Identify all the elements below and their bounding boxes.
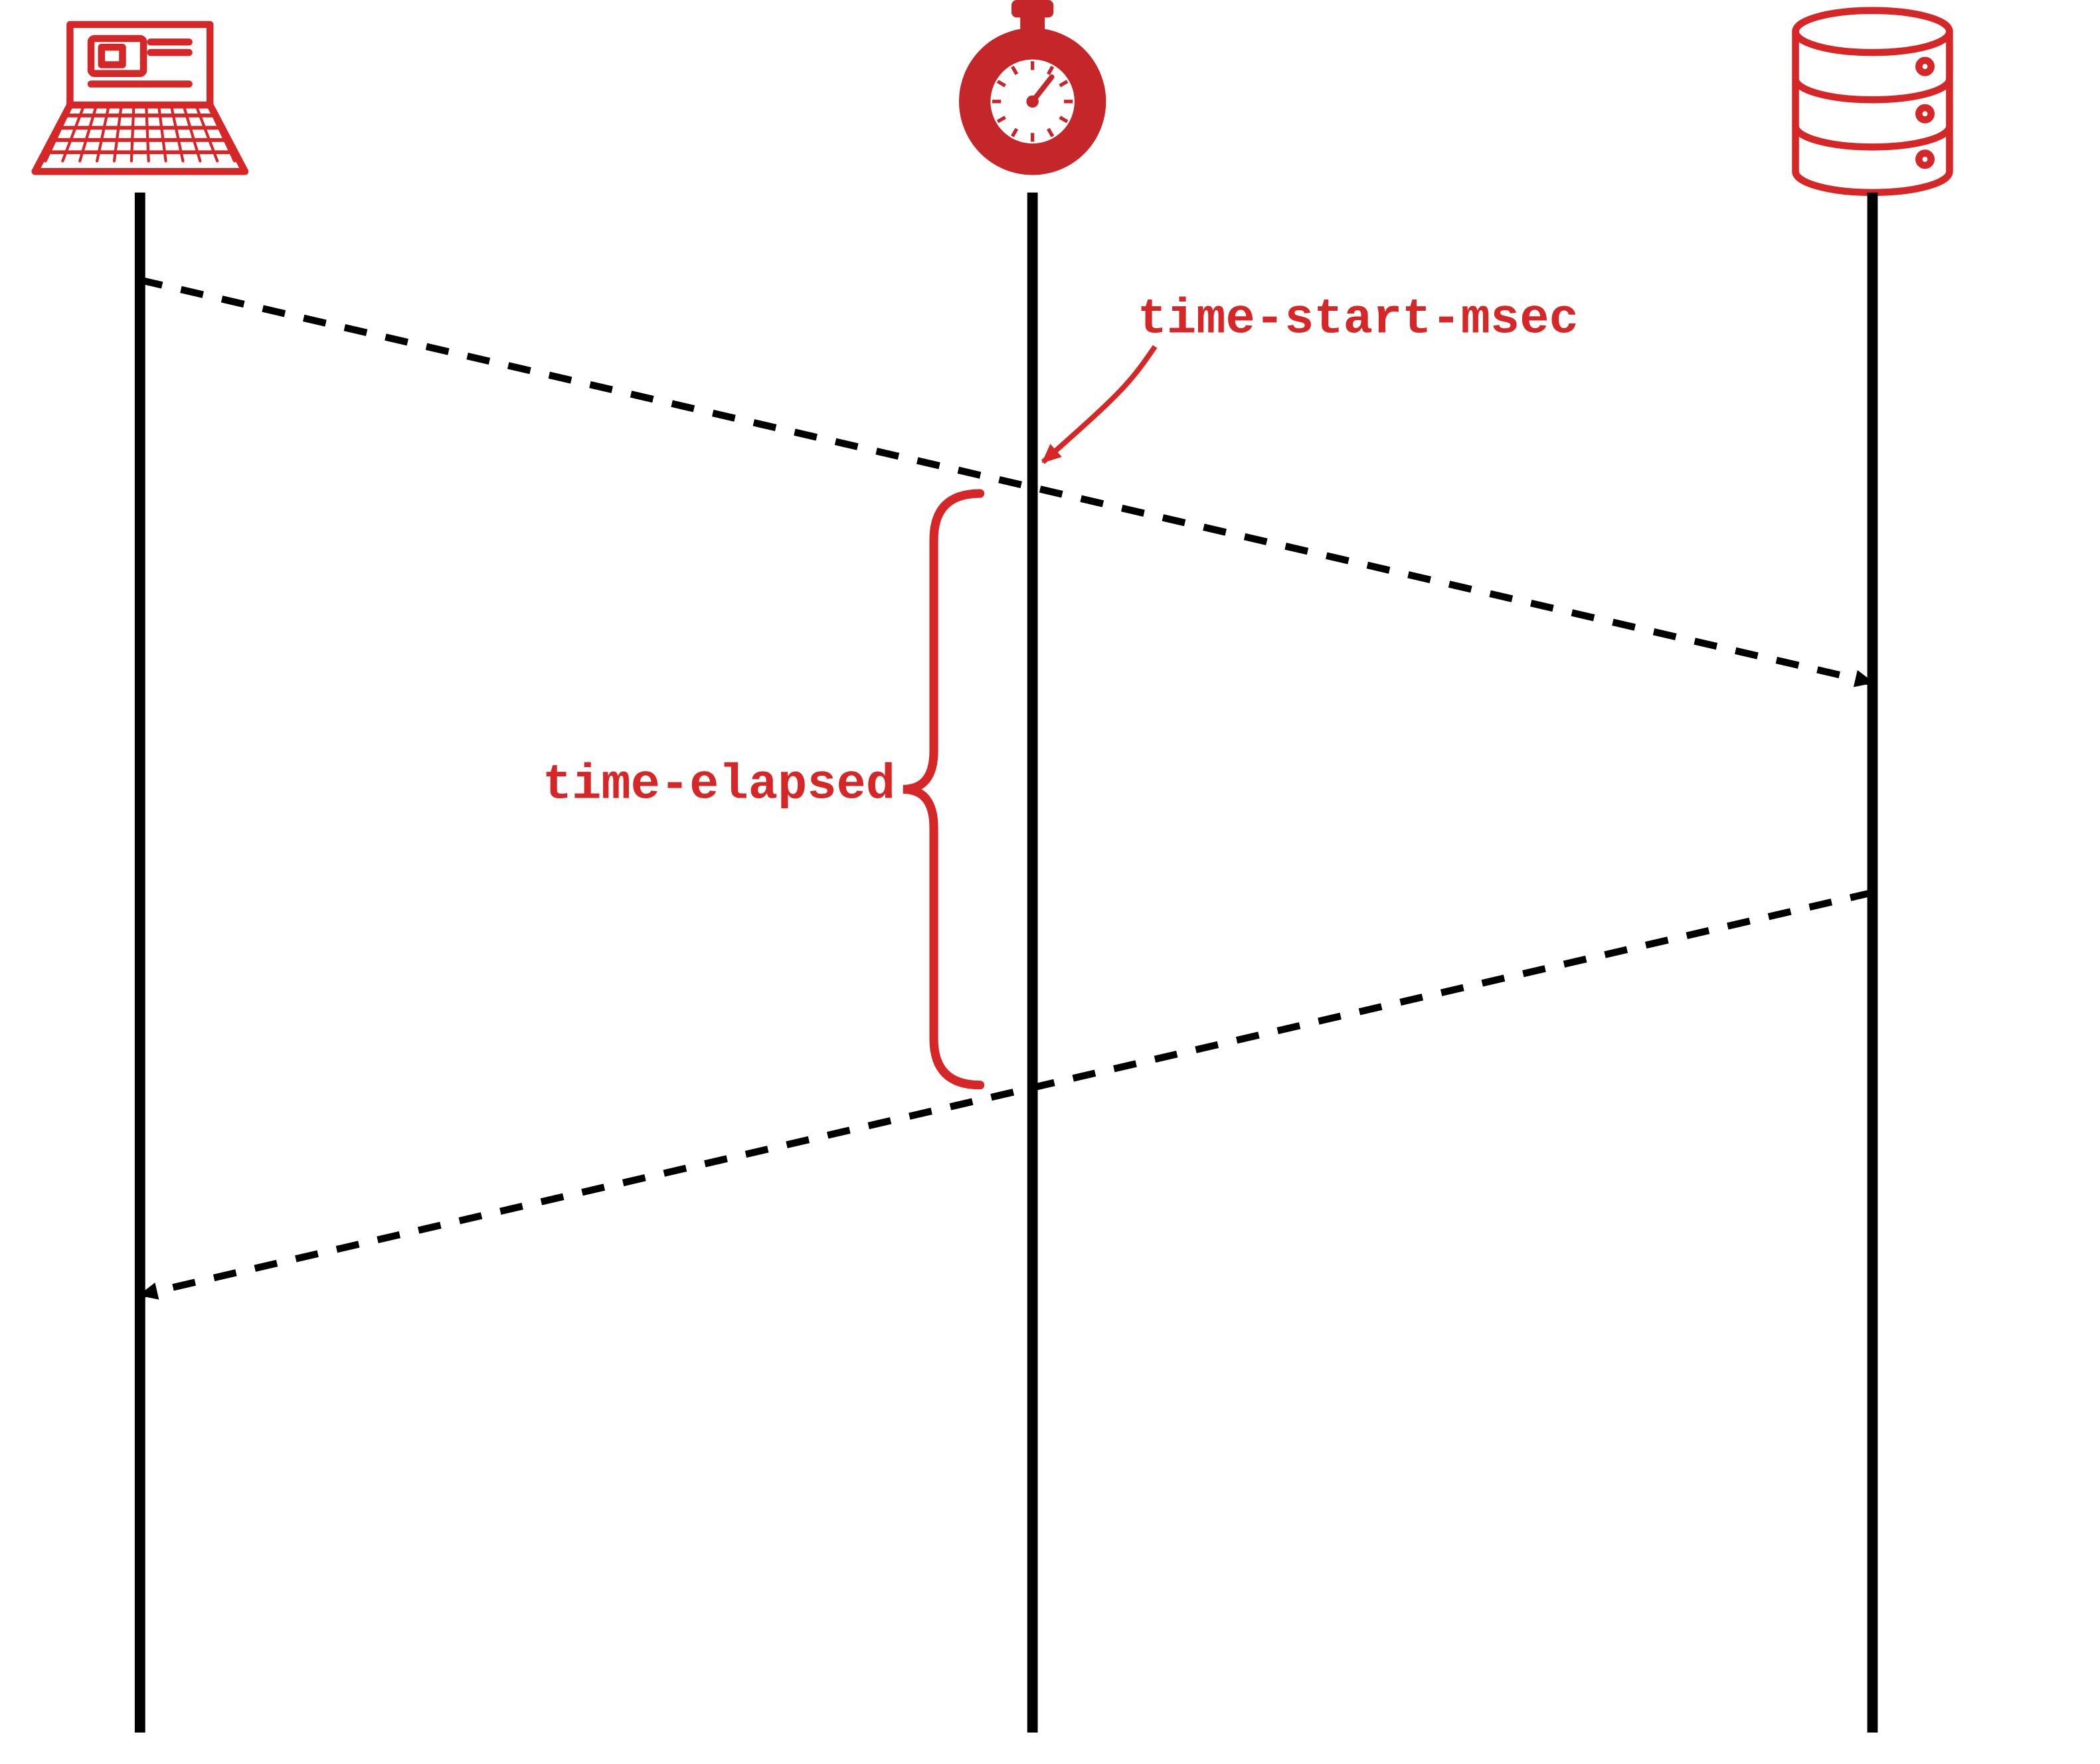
label-time-elapsed: time-elapsed bbox=[543, 758, 895, 814]
laptop-icon bbox=[35, 25, 245, 171]
message-0 bbox=[140, 280, 1873, 683]
pointer-time-start bbox=[1043, 347, 1155, 462]
sequence-diagram: time-start-msec time-elapsed bbox=[0, 0, 2100, 1764]
message-1 bbox=[140, 893, 1873, 1295]
label-time-start: time-start-msec bbox=[1138, 293, 1579, 348]
database-icon bbox=[1796, 11, 1950, 193]
stopwatch-icon bbox=[959, 0, 1106, 175]
brace-time-elapsed bbox=[903, 493, 980, 1085]
